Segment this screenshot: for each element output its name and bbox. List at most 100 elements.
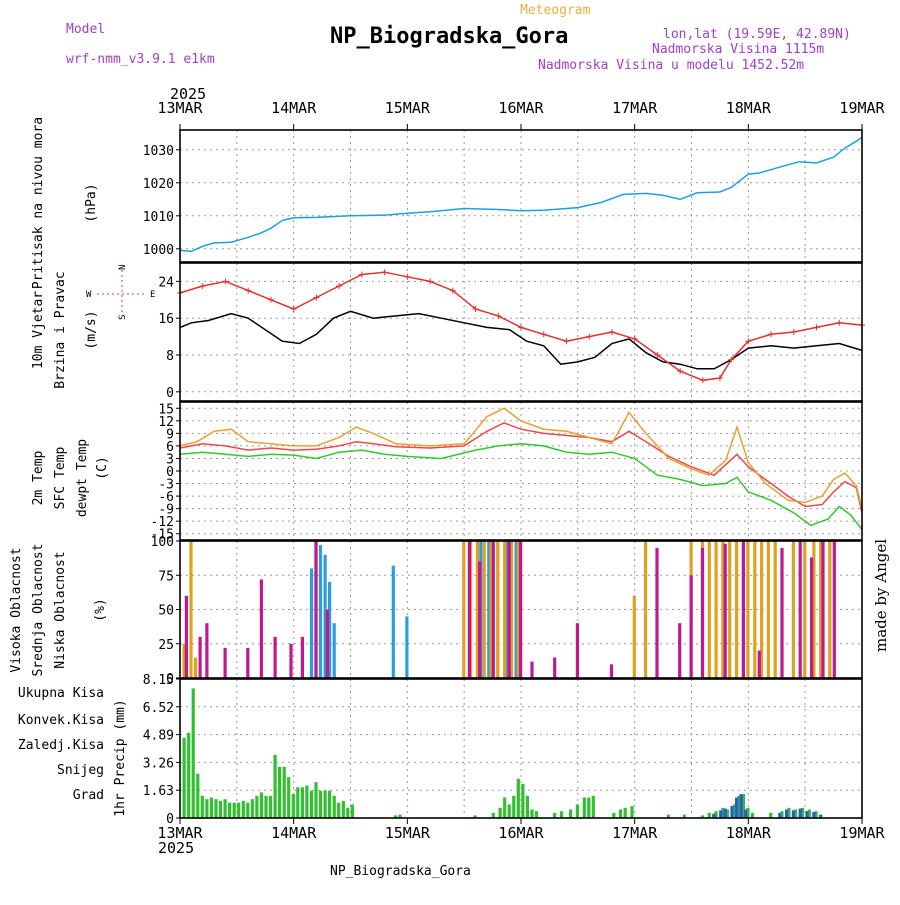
- x-day-label-bottom: 17MAR: [612, 824, 658, 842]
- series-bar: [489, 541, 493, 678]
- series-bar: [730, 806, 734, 818]
- x-day-label-top: 16MAR: [498, 99, 544, 117]
- series-bar: [828, 541, 832, 678]
- series-bar: [803, 541, 807, 678]
- wind-unit: (m/s): [84, 310, 99, 349]
- series-line: [179, 136, 863, 253]
- series-bar: [191, 688, 195, 818]
- series-bar: [735, 541, 739, 678]
- series-bar: [519, 541, 523, 678]
- mid-cloud-label: Srednja Oblacnost: [31, 543, 46, 676]
- series-bar: [741, 794, 745, 818]
- series-bar: [394, 815, 398, 818]
- series-bar: [241, 800, 245, 818]
- series-bar: [780, 811, 784, 818]
- compass-south: S: [118, 315, 128, 320]
- sfctemp-label: SFC Temp: [53, 447, 68, 510]
- panel-frame: [179, 262, 863, 402]
- series-bar: [184, 595, 188, 678]
- series-bar: [682, 814, 686, 818]
- gust-marker: [495, 312, 502, 319]
- y-tick-label: 1010: [143, 210, 174, 225]
- series-bar: [728, 541, 732, 678]
- series-bar: [350, 804, 354, 818]
- gust-marker: [728, 356, 735, 363]
- panel-frame: [179, 540, 863, 679]
- gust-marker: [199, 283, 206, 289]
- series-bar: [507, 541, 511, 678]
- series-bar: [309, 790, 314, 818]
- series-bar: [807, 809, 811, 818]
- x-day-label-top: 15MAR: [385, 99, 431, 117]
- series-bar: [760, 541, 764, 678]
- y-tick-label: 3: [166, 452, 174, 467]
- series-bar: [487, 541, 491, 678]
- series-bar: [218, 800, 223, 818]
- y-tick-label: -3: [158, 478, 174, 493]
- y-tick-label: 75: [158, 569, 174, 584]
- year-bottom: 2025: [158, 839, 194, 857]
- series-bar: [623, 807, 627, 818]
- y-tick-label: 24: [158, 275, 174, 290]
- series-bar: [205, 799, 209, 818]
- series-bar: [323, 554, 327, 678]
- series-line: [179, 422, 863, 513]
- series-bar: [259, 792, 263, 818]
- compass-north: N: [118, 265, 128, 270]
- series-bar: [525, 795, 529, 818]
- gust-marker: [381, 269, 388, 276]
- series-bar: [309, 568, 314, 678]
- series-bar: [553, 657, 557, 678]
- series-bar: [391, 565, 395, 678]
- series-bar: [821, 541, 825, 678]
- series-bar: [398, 814, 402, 818]
- series-bar: [712, 813, 716, 818]
- pressure-label: Pritisak na nivou mora: [31, 117, 46, 289]
- y-tick-label: 9: [166, 427, 174, 442]
- series-bar: [530, 809, 534, 818]
- y-tick-label: -12: [151, 515, 174, 530]
- series-bar: [289, 643, 293, 679]
- series-bar: [678, 623, 682, 678]
- gust-marker: [404, 273, 411, 280]
- x-day-label-bottom: 16MAR: [498, 824, 544, 842]
- series-bar: [516, 541, 520, 678]
- footer-title: NP_Biogradska_Gora: [330, 864, 471, 879]
- series-bar: [700, 547, 705, 678]
- series-bar: [746, 807, 750, 818]
- series-bar: [732, 804, 736, 818]
- series-bar: [819, 814, 823, 818]
- series-bar: [193, 657, 198, 678]
- y-tick-label: -15: [151, 528, 174, 543]
- y-tick-label: 15: [158, 402, 174, 417]
- wind-label-1: 10m Vjetar: [31, 291, 46, 369]
- series-bar: [346, 807, 350, 818]
- x-day-label-top: 13MAR: [157, 99, 203, 117]
- gust-marker: [358, 271, 365, 278]
- series-bar: [812, 541, 816, 678]
- series-bar: [812, 812, 816, 818]
- lonlat-label: lon,lat (19.59E, 42.89N): [663, 27, 851, 42]
- y-tick-label: 100: [151, 535, 174, 550]
- series-bar: [619, 809, 623, 818]
- series-bar: [503, 797, 507, 818]
- series-bar: [507, 804, 511, 818]
- series-bar: [757, 650, 761, 678]
- series-bar: [773, 541, 777, 678]
- y-tick-label: 16: [158, 312, 174, 327]
- legend-grad: Grad: [73, 788, 104, 803]
- series-bar: [205, 623, 209, 678]
- series-bar: [332, 795, 336, 818]
- gust-marker: [449, 287, 456, 294]
- series-bar: [719, 810, 723, 818]
- x-day-label-bottom: 14MAR: [271, 824, 317, 842]
- model-label: Model: [66, 22, 105, 37]
- y-tick-label: 1020: [143, 177, 174, 192]
- series-bar: [655, 547, 659, 678]
- series-bar: [187, 732, 191, 818]
- series-line: [179, 443, 863, 530]
- series-bar: [582, 797, 586, 818]
- series-bar: [273, 636, 277, 678]
- series-bar: [268, 795, 273, 818]
- gust-marker: [677, 368, 684, 375]
